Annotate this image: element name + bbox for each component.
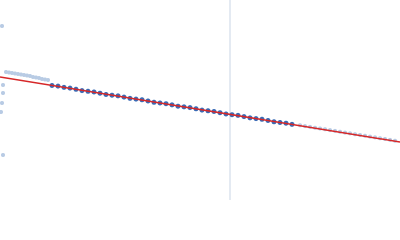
data-point [1, 153, 5, 157]
data-point [7, 70, 11, 75]
data-point [0, 24, 4, 28]
data-point [0, 101, 4, 105]
data-point [16, 72, 20, 76]
data-point [25, 73, 29, 78]
data-point [34, 75, 38, 80]
page: {"chart_data": {"type": "scatter", "xlim… [0, 0, 400, 200]
data-point [1, 91, 5, 95]
data-point [22, 73, 26, 77]
data-point [31, 75, 35, 79]
data-point [40, 77, 44, 81]
data-point [0, 110, 3, 114]
fit-line [0, 76, 400, 143]
data-point [19, 72, 23, 77]
data-point [4, 70, 8, 74]
data-point [43, 77, 47, 82]
chart [0, 0, 400, 200]
data-point [10, 71, 14, 75]
data-point [46, 78, 50, 82]
data-point [13, 71, 17, 76]
data-point [1, 83, 5, 87]
